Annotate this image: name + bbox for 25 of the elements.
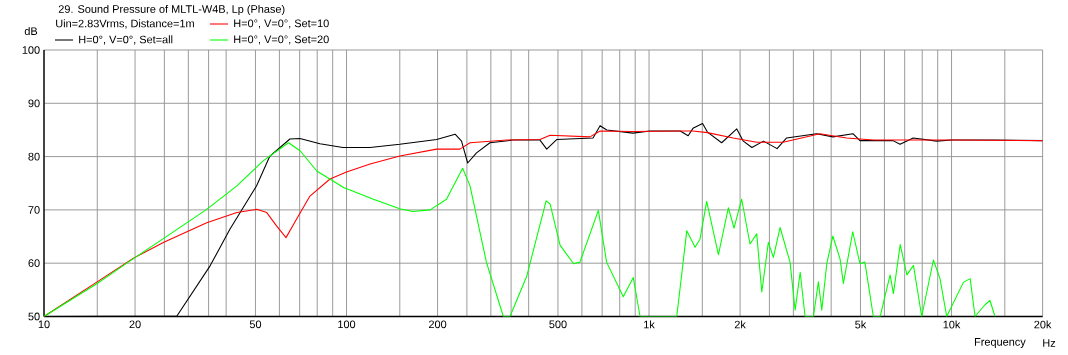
chart-title: 29. Sound Pressure of MLTL-W4B, Lp (Phase) [58, 4, 285, 16]
x-tick-label: 20k [1034, 320, 1052, 329]
legend-label: H=0°, V=0°, Set=20 [234, 35, 329, 45]
chart-subtitle: Uin=2.83Vrms, Distance=1m [56, 19, 194, 29]
x-tick-label: 200 [429, 320, 447, 329]
y-tick-label: 100 [22, 46, 40, 54]
x-tick-label: 2k [734, 320, 746, 329]
y-tick-label: 80 [28, 152, 40, 161]
y-tick-label: 50 [28, 312, 40, 321]
y-tick-label: 90 [28, 99, 40, 108]
legend-label: H=0°, V=0°, Set=10 [234, 19, 329, 29]
y-tick-label: 70 [28, 206, 40, 214]
x-tick-label: 100 [338, 320, 356, 329]
y-tick-label: 60 [28, 259, 40, 268]
text: Hz [1043, 339, 1056, 347]
x-tick-label: 20 [129, 320, 141, 329]
legend-label: H=0°, V=0°, Set=all [79, 35, 173, 45]
y-axis-title: dB [24, 26, 38, 36]
x-axis-title: Frequency [974, 338, 1026, 348]
x-tick-label: 50 [249, 320, 262, 329]
x-tick-label: 10 [38, 320, 50, 329]
x-tick-label: 5k [855, 320, 867, 329]
x-tick-label: 1k [644, 320, 655, 329]
x-tick-label: 10k [943, 320, 961, 329]
x-tick-label: 500 [549, 320, 567, 329]
